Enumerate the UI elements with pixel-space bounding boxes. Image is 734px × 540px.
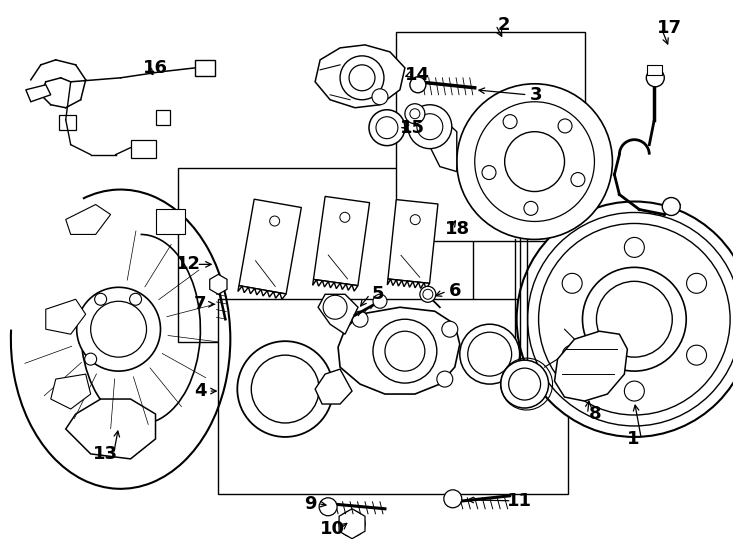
Circle shape: [410, 77, 426, 93]
Text: 3: 3: [529, 86, 542, 104]
Polygon shape: [388, 200, 438, 284]
Circle shape: [405, 104, 425, 124]
Polygon shape: [156, 110, 170, 125]
Circle shape: [459, 324, 520, 384]
Circle shape: [269, 216, 280, 226]
Circle shape: [130, 293, 142, 305]
Circle shape: [457, 84, 612, 239]
Circle shape: [524, 201, 538, 215]
Circle shape: [558, 119, 572, 133]
Polygon shape: [66, 399, 156, 459]
Polygon shape: [318, 294, 358, 334]
Circle shape: [84, 353, 97, 365]
Circle shape: [369, 110, 405, 146]
Text: 4: 4: [195, 382, 207, 400]
Circle shape: [339, 511, 365, 537]
Polygon shape: [210, 274, 227, 294]
Circle shape: [76, 287, 161, 371]
Polygon shape: [647, 65, 662, 75]
Text: 8: 8: [589, 405, 602, 423]
Polygon shape: [51, 374, 91, 409]
Circle shape: [373, 319, 437, 383]
Circle shape: [319, 498, 337, 516]
Circle shape: [647, 69, 664, 87]
Circle shape: [420, 286, 436, 302]
Circle shape: [686, 273, 707, 293]
Text: 17: 17: [657, 19, 682, 37]
Text: 5: 5: [371, 285, 384, 303]
Circle shape: [501, 360, 548, 408]
Circle shape: [583, 267, 686, 371]
Polygon shape: [338, 307, 459, 394]
Text: 18: 18: [446, 220, 470, 239]
Polygon shape: [156, 210, 186, 234]
Circle shape: [625, 238, 644, 258]
Text: 2: 2: [498, 16, 510, 34]
Circle shape: [408, 105, 452, 148]
Circle shape: [562, 345, 582, 365]
Text: 16: 16: [143, 59, 168, 77]
Circle shape: [237, 341, 333, 437]
Polygon shape: [555, 331, 628, 401]
Circle shape: [444, 490, 462, 508]
Circle shape: [505, 132, 564, 192]
Text: 12: 12: [176, 255, 201, 273]
Text: 1: 1: [627, 430, 639, 448]
Text: 10: 10: [319, 519, 344, 538]
Bar: [178, 167, 473, 342]
Circle shape: [340, 56, 384, 100]
Circle shape: [442, 321, 458, 337]
Polygon shape: [59, 114, 76, 130]
Polygon shape: [26, 85, 51, 102]
Circle shape: [373, 294, 387, 308]
Circle shape: [95, 293, 106, 305]
Polygon shape: [388, 279, 429, 289]
Text: 6: 6: [448, 282, 461, 300]
Text: 7: 7: [195, 295, 207, 313]
Polygon shape: [339, 509, 365, 539]
Circle shape: [352, 311, 368, 327]
Polygon shape: [238, 286, 286, 299]
Circle shape: [686, 345, 707, 365]
Polygon shape: [425, 107, 457, 172]
Bar: [396, 32, 586, 241]
Polygon shape: [315, 45, 405, 108]
Text: 14: 14: [405, 66, 430, 84]
Polygon shape: [315, 369, 352, 404]
Text: 13: 13: [93, 445, 118, 463]
Circle shape: [372, 89, 388, 105]
Circle shape: [571, 173, 585, 186]
Polygon shape: [239, 199, 302, 294]
Polygon shape: [66, 205, 111, 234]
Text: 15: 15: [400, 119, 426, 137]
Circle shape: [410, 215, 421, 225]
Polygon shape: [313, 279, 358, 291]
Text: 11: 11: [507, 492, 532, 510]
Circle shape: [662, 198, 680, 215]
Circle shape: [562, 273, 582, 293]
Polygon shape: [131, 140, 156, 158]
Polygon shape: [195, 60, 215, 76]
Circle shape: [517, 201, 734, 437]
Polygon shape: [46, 299, 86, 334]
Circle shape: [437, 371, 453, 387]
Circle shape: [340, 212, 350, 222]
Text: 9: 9: [304, 495, 316, 513]
Circle shape: [482, 166, 496, 179]
Polygon shape: [313, 197, 370, 286]
Bar: [218, 299, 567, 494]
Circle shape: [625, 381, 644, 401]
Circle shape: [503, 114, 517, 129]
